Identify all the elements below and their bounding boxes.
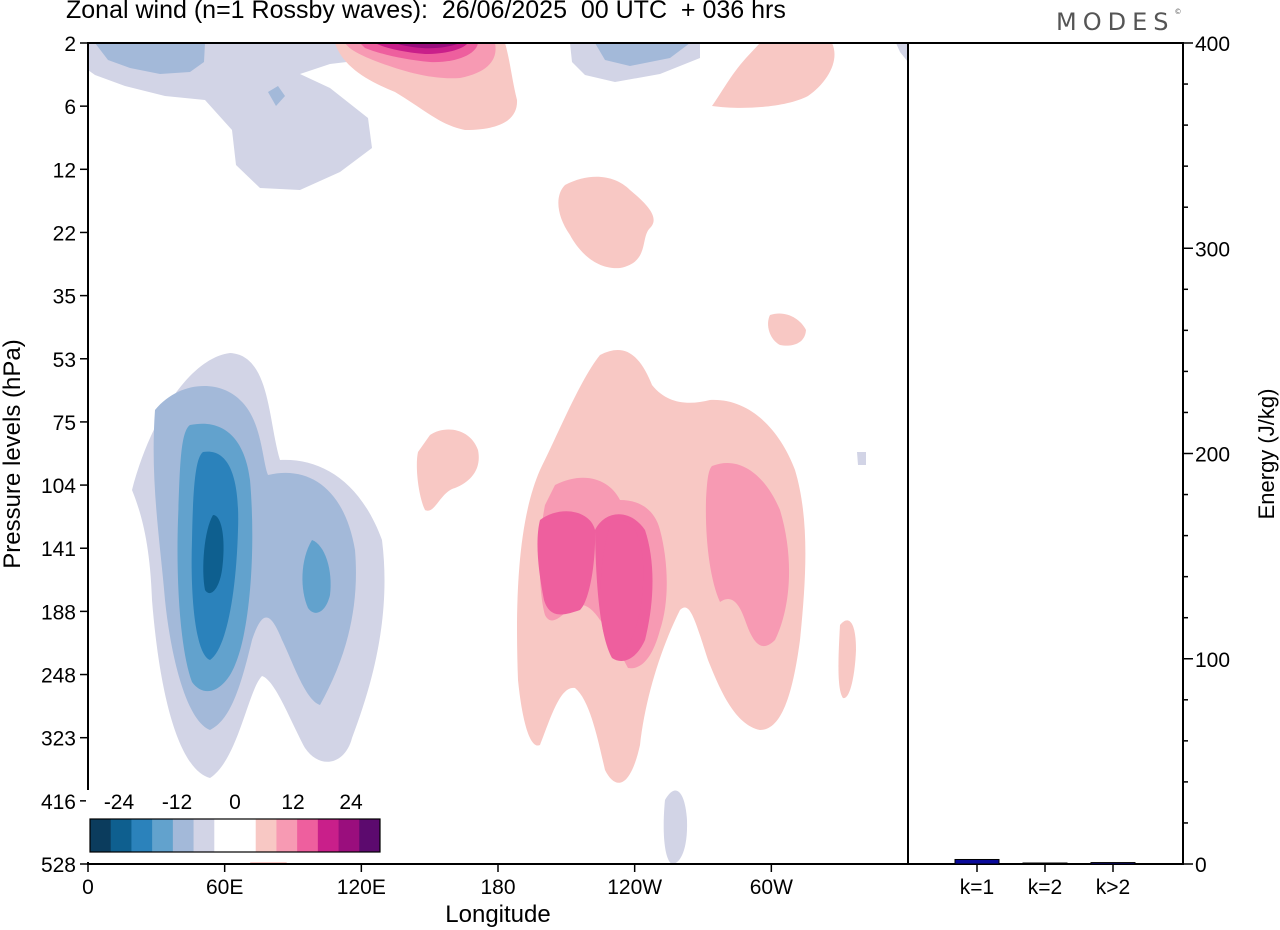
y-tick-label: 2: [64, 33, 76, 56]
neg-blob-edge: [896, 43, 908, 62]
modes-logo: MODES©: [1056, 8, 1181, 36]
neg-blob-100e-core: [302, 540, 331, 613]
colorbar-swatch: [338, 819, 360, 852]
y-tick-label: 104: [41, 475, 76, 498]
y-tick-label: 141: [41, 538, 76, 561]
brand-text: MODES: [1056, 8, 1175, 36]
pos-blob-right-sliver: [838, 620, 856, 699]
energy-bars: k=1 k=2 k>2: [954, 858, 1136, 899]
colorbar-frame: [89, 818, 381, 853]
colorbar-swatch: [110, 819, 132, 852]
pos-blob-upper-right: [712, 43, 835, 108]
y-axis-label: Pressure levels (hPa): [0, 339, 26, 568]
colorbar-swatch: [317, 819, 339, 852]
energy-bar: [1022, 862, 1068, 865]
y-tick-label: 75: [53, 412, 76, 435]
x-tick-label: 120E: [337, 876, 386, 899]
energy-bar: [1090, 862, 1136, 865]
energy-axis-label: Energy (J/kg): [1254, 389, 1279, 520]
y-tick-label: 188: [41, 601, 76, 624]
y-tick-label: 22: [53, 222, 76, 245]
neg-blob-60e-core: [203, 515, 224, 594]
pos-blob-130w-l3: [537, 511, 596, 615]
neg-blob-upper-left-inner: [95, 43, 205, 74]
neg-blob-lower-mid: [663, 790, 688, 864]
brand-mark: ©: [1174, 8, 1182, 16]
right-panel-frame: [907, 42, 1184, 865]
x-tick-label: 60E: [206, 876, 243, 899]
pos-blob-left-small: [416, 429, 479, 511]
pos-blob-top-core: [395, 43, 460, 49]
colorbar-swatch: [297, 819, 319, 852]
y-tick-label: 248: [41, 665, 76, 688]
x-tick-label: 0: [82, 876, 94, 899]
colorbar-swatch: [276, 819, 298, 852]
colorbar-label: -24: [104, 791, 135, 814]
energy-tick-label: 200: [1195, 444, 1230, 467]
colorbar-swatch: [152, 819, 174, 852]
pressure-axis: 2 6 12 22 35 53 75 104 141 188 248 323 416 528: [41, 33, 88, 877]
colorbar-swatch: [90, 819, 112, 852]
contour-field: [88, 43, 908, 864]
bar-label: k=1: [960, 876, 994, 899]
pos-blob-upper-small: [558, 176, 654, 269]
energy-tick-label: 100: [1195, 649, 1230, 672]
colorbar-label: 12: [281, 791, 304, 814]
bar-label: k>2: [1096, 876, 1130, 899]
pos-blob-90w-l2: [705, 462, 790, 647]
y-tick-label: 6: [64, 96, 76, 119]
energy-tick-label: 0: [1195, 854, 1207, 877]
y-tick-label: 323: [41, 728, 76, 751]
colorbar-label: 0: [229, 791, 241, 814]
colorbar-swatch: [235, 819, 257, 852]
energy-bar: [954, 858, 1000, 865]
colorbar-swatch: [193, 819, 215, 852]
y-tick-label: 528: [41, 854, 76, 877]
colorbar-swatch: [214, 819, 236, 852]
neg-blob-upper-left-outer: [88, 43, 380, 190]
neg-blob-tiny: [857, 452, 866, 465]
pos-blob-120w-core: [600, 519, 644, 655]
y-tick-label: 53: [53, 349, 76, 372]
colorbar-swatch: [359, 819, 381, 852]
neg-blob-small-dot: [268, 86, 285, 106]
x-tick-label: 60W: [750, 876, 793, 899]
colorbar-swatch: [255, 819, 277, 852]
longitude-axis: 0 60E 120E 180 120W 60W: [82, 864, 793, 899]
y-tick-label: 12: [53, 159, 76, 182]
y-tick-label: 35: [53, 286, 76, 309]
energy-tick-label: 300: [1195, 238, 1230, 261]
colorbar-swatch: [131, 819, 153, 852]
y-tick-label: 416: [41, 791, 76, 814]
colorbar-label: -12: [162, 791, 192, 814]
x-tick-label: 180: [480, 876, 515, 899]
energy-tick-label: 400: [1195, 33, 1230, 56]
energy-axis: 0 100 200 300 400: [1183, 33, 1230, 877]
x-axis-label: Longitude: [445, 901, 550, 928]
bar-label: k=2: [1028, 876, 1062, 899]
pos-blob-tiny: [768, 313, 806, 346]
chart-title: Zonal wind (n=1 Rossby waves): 26/06/202…: [66, 0, 786, 24]
colorbar-swatch: [172, 819, 194, 852]
colorbar-label: 24: [339, 791, 363, 814]
colorbar: -24 -12 0 12 24: [86, 790, 384, 862]
x-tick-label: 120W: [607, 876, 662, 899]
neg-blob-upper-mid-inner: [595, 43, 690, 66]
